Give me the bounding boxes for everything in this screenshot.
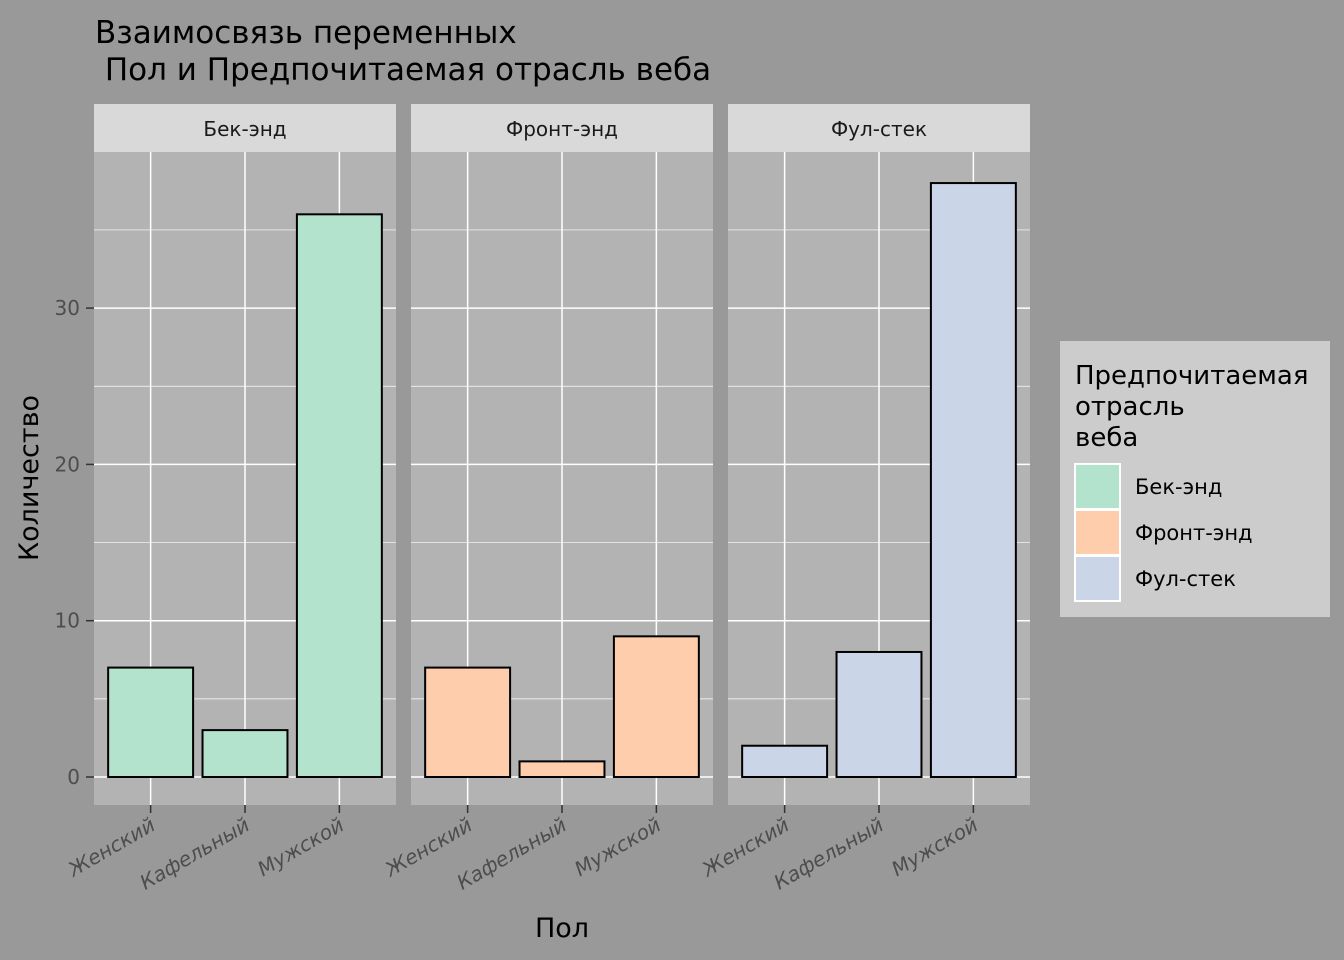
y-tick-label: 0 (67, 765, 80, 789)
legend-title-line-1: Предпочитаемая (1075, 361, 1308, 391)
chart-title: Взаимосвязь переменных Пол и Предпочитае… (95, 15, 711, 88)
x-tick-label: Мужской (887, 813, 982, 881)
legend-title-line-3: веба (1075, 423, 1138, 453)
legend-title-line-2: отрасль (1075, 392, 1185, 422)
legend-label: Фул-стек (1135, 567, 1236, 591)
bar (518, 760, 606, 778)
legend-key (1074, 463, 1121, 510)
legend-label: Бек-энд (1135, 475, 1222, 499)
legend-items: Бек-энд Фронт-энд Фул-стек (1074, 463, 1253, 602)
bar (424, 666, 512, 779)
facet-strip-label: Фул-стек (831, 117, 927, 141)
y-axis: 0 10 20 30 (55, 296, 94, 789)
x-axis-title: Пол (535, 913, 589, 944)
facet-strip-label: Фронт-энд (506, 117, 618, 141)
bar (107, 666, 195, 779)
bar (835, 650, 923, 779)
x-tick-label: Мужской (570, 813, 665, 881)
chart-title-line-1: Взаимосвязь переменных (95, 15, 517, 51)
bar (612, 635, 700, 779)
y-tick-label: 20 (55, 452, 80, 476)
facet-strip (728, 104, 1030, 152)
legend: Предпочитаемая отрасль веба Бек-энд Фронт… (1060, 341, 1330, 617)
y-axis-title: Количество (14, 395, 45, 561)
bar (295, 213, 383, 778)
legend-label: Фронт-энд (1135, 521, 1253, 545)
bar (201, 729, 289, 778)
facet-strip (94, 104, 396, 152)
y-tick-label: 30 (55, 296, 80, 320)
x-tick-label: Мужской (253, 813, 348, 881)
bar (929, 182, 1017, 778)
legend-item: Фронт-энд (1074, 509, 1253, 556)
chart-title-line-2: Пол и Предпочитаемая отрасль веба (95, 52, 711, 88)
facet-strip-label: Бек-энд (203, 117, 286, 141)
y-tick-label: 10 (55, 609, 80, 633)
legend-item: Бек-энд (1074, 463, 1222, 510)
legend-key (1074, 509, 1121, 556)
legend-item: Фул-стек (1074, 555, 1236, 602)
legend-key (1074, 555, 1121, 602)
facet-strip (411, 104, 713, 152)
bar (741, 744, 829, 778)
